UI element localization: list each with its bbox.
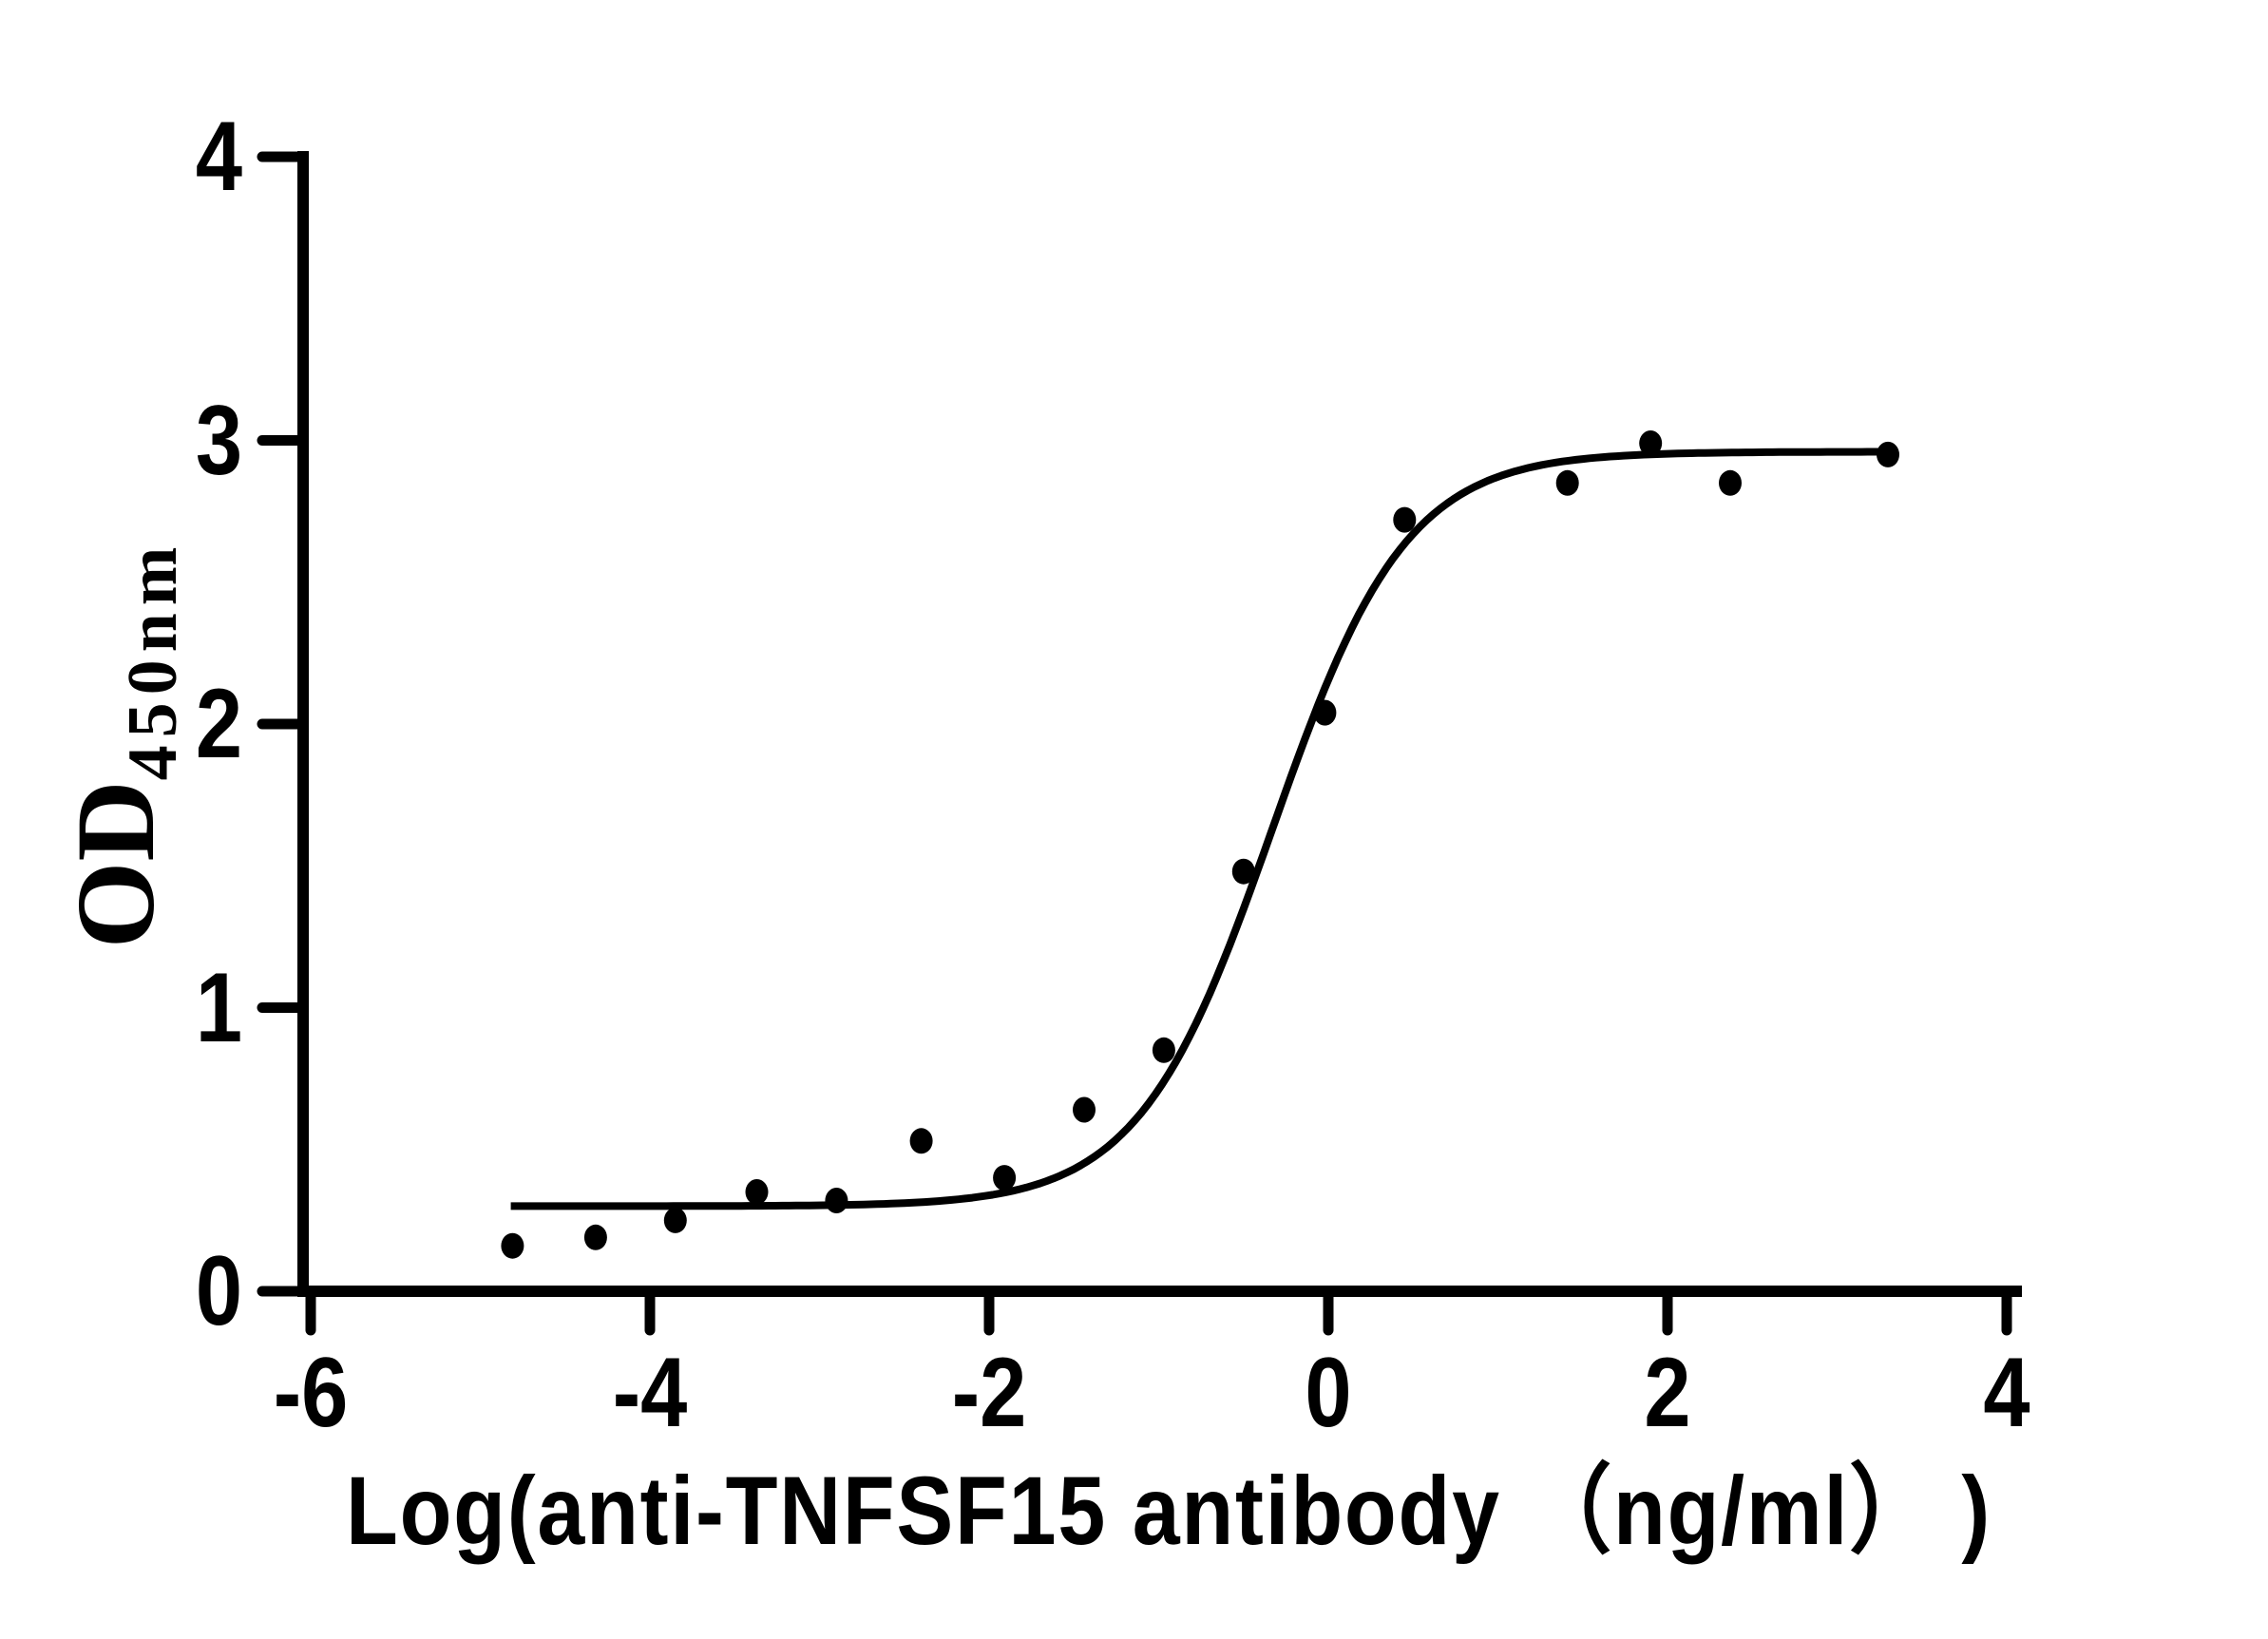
y-tick-label-4: 4 (195, 102, 242, 212)
y-tick-label-2: 2 (195, 669, 242, 779)
data-point (663, 1207, 687, 1233)
y-tick-label-1: 1 (195, 952, 242, 1063)
data-point (583, 1224, 607, 1250)
data-point (1877, 441, 1899, 467)
data-point (501, 1232, 524, 1259)
data-point (1393, 506, 1417, 533)
data-point (1719, 469, 1742, 496)
data-point (1555, 469, 1579, 496)
data-point (1231, 858, 1255, 885)
fit-curve (510, 448, 1893, 1210)
data-point (1639, 430, 1663, 456)
data-point (1073, 1096, 1096, 1123)
y-axis-title: OD450nm (53, 540, 192, 949)
y-tick-label-3: 3 (195, 385, 242, 496)
data-point (1152, 1037, 1175, 1063)
x-tick-label-5: 4 (1983, 1338, 2030, 1448)
data-point (1313, 699, 1337, 726)
x-axis-title: Log(anti-TNFSF15 antibody （ng/ml） ) (345, 1457, 1992, 1565)
x-tick-label-2: -2 (951, 1338, 1027, 1448)
x-tick-label-0: -6 (273, 1338, 349, 1448)
y-tick-label-0: 0 (195, 1236, 242, 1346)
x-tick-label-3: 0 (1305, 1338, 1352, 1448)
y-axis-title-main: OD (53, 780, 178, 949)
data-point (745, 1179, 769, 1205)
x-tick-label-4: 2 (1644, 1338, 1691, 1448)
y-axis-title-subscript: 450nm (114, 539, 192, 781)
data-point (993, 1165, 1017, 1191)
data-point (909, 1128, 933, 1154)
data-point (825, 1188, 848, 1213)
x-tick-label-1: -4 (612, 1338, 688, 1448)
